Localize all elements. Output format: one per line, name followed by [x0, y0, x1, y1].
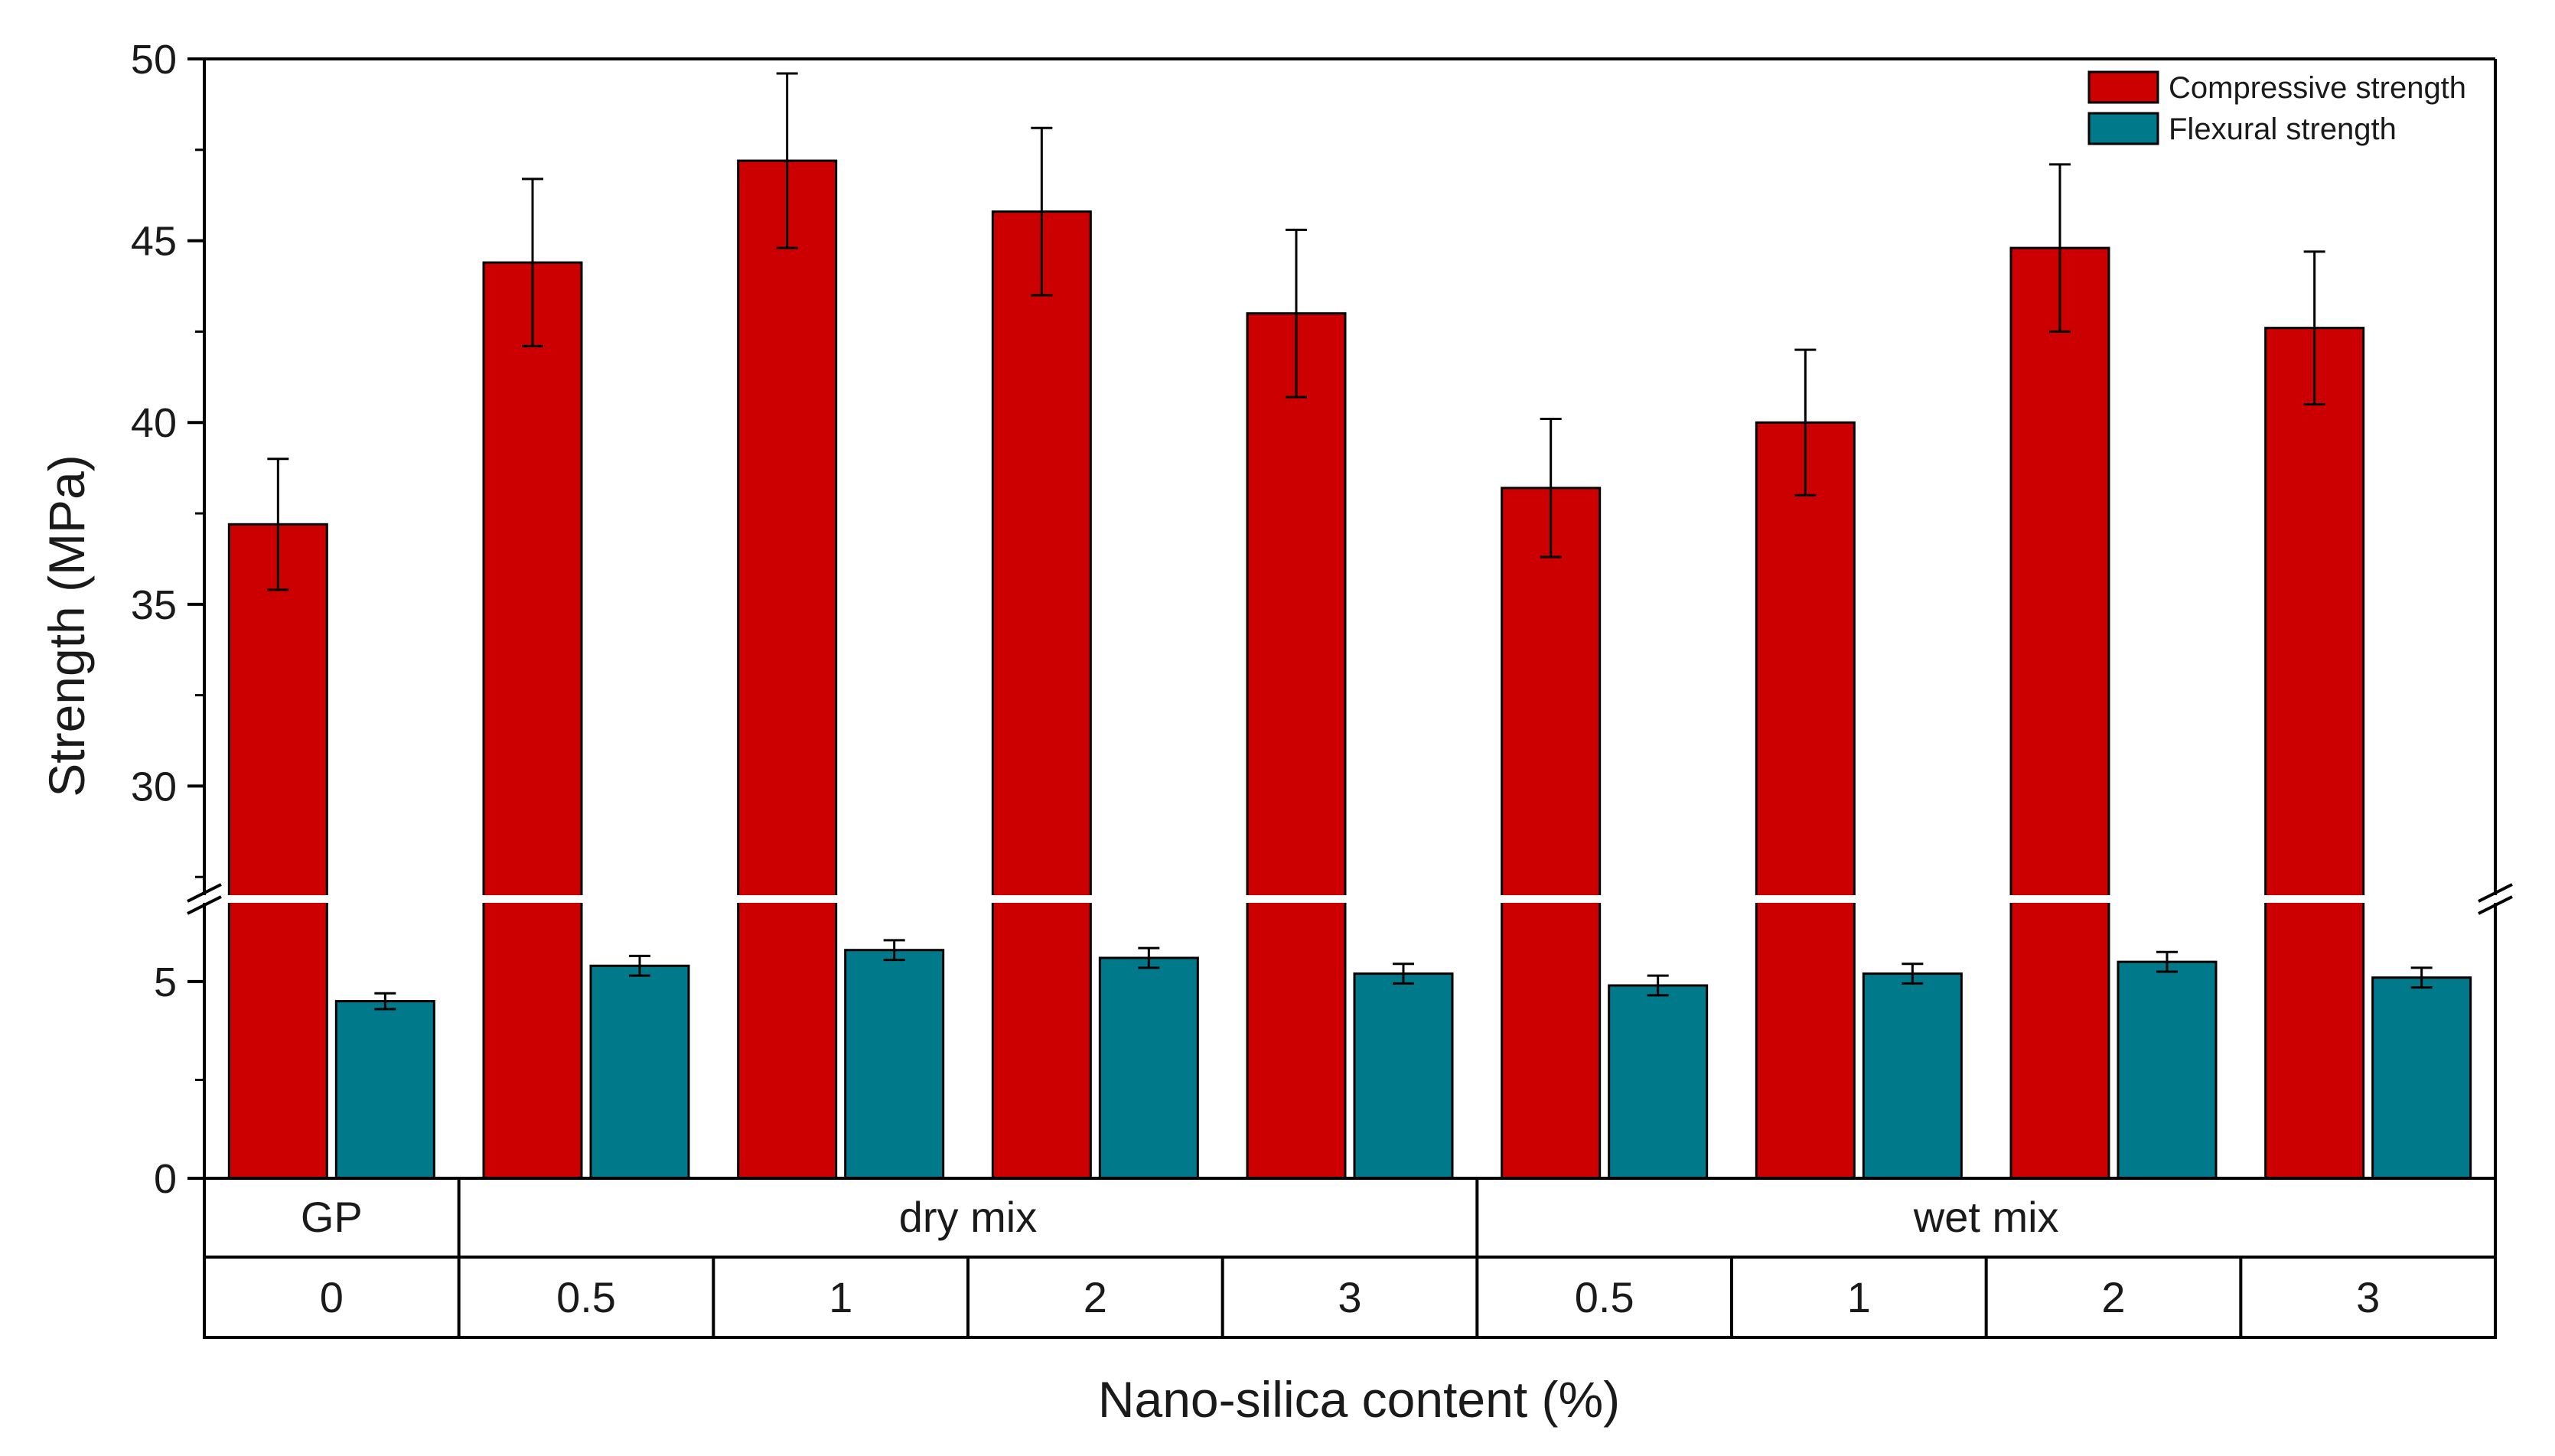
category-label: 3	[1338, 1273, 1361, 1321]
compressive-bar	[1755, 421, 1856, 1180]
axis-break-mark	[187, 883, 222, 903]
flexural-bar	[2371, 976, 2472, 1180]
plot-area	[201, 72, 2498, 1180]
group-label: GP	[301, 1193, 363, 1241]
legend-label-flexural: Flexural strength	[2169, 112, 2397, 146]
legend: Compressive strength Flexural strength	[2087, 70, 2466, 146]
compressive-bar	[991, 210, 1092, 1180]
compressive-bar	[227, 523, 328, 1180]
x-axis-title: Nano-silica content (%)	[1098, 1371, 1620, 1428]
axis-break-mark	[187, 895, 222, 915]
flexural-bar	[1098, 956, 1199, 1180]
category-label: 1	[1847, 1273, 1871, 1321]
flexural-bar	[589, 964, 690, 1180]
legend-label-compressive: Compressive strength	[2169, 71, 2466, 105]
category-label: 3	[2356, 1273, 2380, 1321]
axes-frame: 30 35 40 45 50 0 5	[131, 37, 2513, 1202]
group-label: wet mix	[1913, 1193, 2059, 1241]
flexural-bar	[2117, 960, 2218, 1180]
axis-break-band	[201, 895, 2498, 903]
y-tick-label: 45	[131, 219, 177, 265]
y-tick-label: 30	[131, 764, 177, 809]
category-label: 2	[2101, 1273, 2125, 1321]
compressive-bar	[737, 159, 838, 1180]
compressive-bar	[2009, 246, 2110, 1180]
axis-break-mark	[2478, 895, 2513, 915]
legend-swatch-flexural	[2087, 112, 2159, 145]
flexural-bar	[1608, 984, 1709, 1180]
y-tick-label: 40	[131, 400, 177, 446]
flexural-bar	[844, 949, 945, 1180]
category-label: 0.5	[1575, 1273, 1634, 1321]
y-tick-label: 35	[131, 582, 177, 628]
category-label: 2	[1084, 1273, 1107, 1321]
flexural-bar	[334, 1000, 435, 1180]
category-label: 1	[829, 1273, 852, 1321]
category-label: 0	[320, 1273, 344, 1321]
flexural-bar	[1862, 972, 1963, 1180]
category-label: 0.5	[556, 1273, 616, 1321]
y-axis-title: Strength (MPa)	[38, 454, 95, 797]
compressive-bar	[1246, 312, 1347, 1180]
y-tick-label: 5	[154, 959, 177, 1005]
compressive-bar	[482, 261, 583, 1180]
legend-swatch-compressive	[2087, 70, 2159, 104]
y-tick-label: 0	[154, 1156, 177, 1202]
compressive-bar	[1501, 487, 1602, 1180]
category-table: GP dry mix wet mix 0 0.5 1 2 3 0.5 1 2 3	[203, 1177, 2497, 1339]
axis-break-mark	[2478, 883, 2513, 903]
compressive-bar	[2264, 327, 2365, 1180]
y-tick-label: 50	[131, 37, 177, 83]
group-label: dry mix	[899, 1193, 1037, 1241]
flexural-bar	[1353, 972, 1454, 1180]
